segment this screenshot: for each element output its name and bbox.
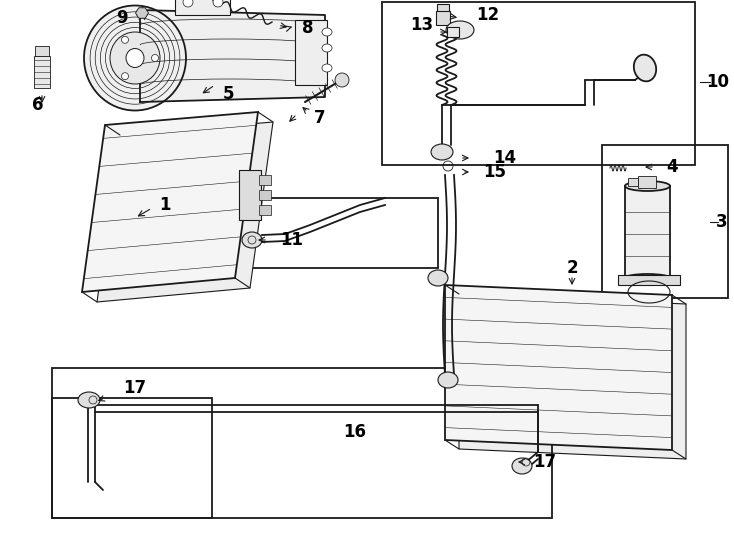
Ellipse shape (322, 44, 332, 52)
Ellipse shape (84, 5, 186, 111)
Text: 17: 17 (534, 453, 556, 471)
Ellipse shape (322, 28, 332, 36)
Bar (239, 170, 261, 220)
Polygon shape (136, 8, 148, 18)
Bar (618, 275, 680, 285)
Ellipse shape (512, 458, 532, 474)
Bar (628, 178, 638, 186)
Ellipse shape (137, 8, 148, 18)
Ellipse shape (438, 372, 458, 388)
Bar (52, 398, 212, 518)
Bar (625, 186, 670, 278)
Text: 1: 1 (159, 196, 171, 214)
Bar (382, 2, 695, 165)
Polygon shape (140, 10, 325, 102)
Text: 11: 11 (280, 231, 303, 249)
Ellipse shape (110, 32, 160, 84)
Ellipse shape (431, 144, 453, 160)
Ellipse shape (625, 181, 670, 191)
Bar (447, 27, 459, 37)
Text: 6: 6 (32, 96, 44, 114)
Ellipse shape (446, 21, 474, 39)
Ellipse shape (634, 55, 656, 82)
Bar (52, 368, 552, 518)
Text: 3: 3 (716, 213, 728, 231)
Circle shape (213, 0, 223, 7)
Circle shape (122, 73, 128, 80)
Text: 10: 10 (707, 73, 730, 91)
Text: 8: 8 (302, 19, 313, 37)
Text: 7: 7 (314, 109, 326, 127)
Bar (295, 20, 327, 85)
Polygon shape (445, 285, 672, 450)
Polygon shape (82, 112, 258, 292)
Text: 15: 15 (484, 163, 506, 181)
Ellipse shape (428, 270, 448, 286)
Ellipse shape (625, 274, 670, 282)
Text: 14: 14 (493, 149, 517, 167)
Bar (175, 0, 230, 15)
Text: 13: 13 (410, 16, 434, 34)
Text: 9: 9 (116, 9, 128, 27)
Text: 12: 12 (476, 6, 500, 24)
Polygon shape (97, 122, 273, 302)
Circle shape (151, 55, 159, 62)
Circle shape (335, 73, 349, 87)
Bar (602, 145, 728, 298)
Bar (638, 176, 656, 188)
Text: 16: 16 (344, 423, 366, 441)
Bar (258, 205, 271, 215)
Text: 5: 5 (222, 85, 233, 103)
Bar (258, 190, 271, 200)
Text: 4: 4 (666, 158, 677, 176)
Bar (228, 198, 438, 268)
Bar (34, 56, 50, 88)
Text: 2: 2 (566, 259, 578, 277)
Polygon shape (459, 294, 686, 459)
Bar (258, 175, 271, 185)
Ellipse shape (78, 392, 100, 408)
Bar (436, 11, 450, 25)
Ellipse shape (242, 232, 262, 248)
Circle shape (122, 36, 128, 43)
Bar (437, 4, 449, 13)
Ellipse shape (322, 64, 332, 72)
Ellipse shape (126, 49, 144, 68)
Text: 17: 17 (123, 379, 147, 397)
Bar (35, 46, 49, 56)
Circle shape (183, 0, 193, 7)
